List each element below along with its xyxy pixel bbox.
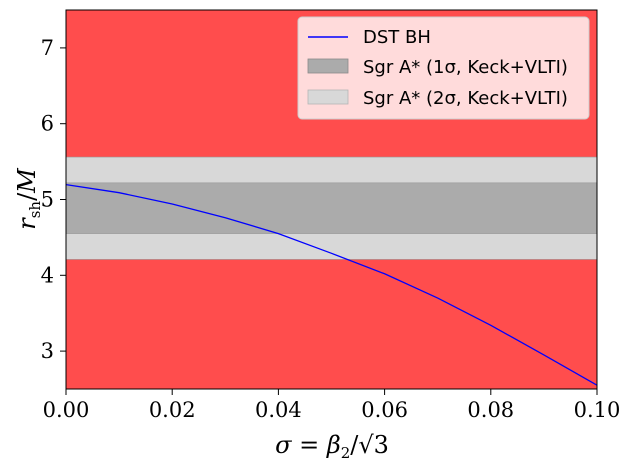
band-1sigma bbox=[66, 182, 597, 234]
x-tick-label: 0.02 bbox=[149, 398, 196, 422]
y-tick-label: 6 bbox=[41, 112, 54, 136]
y-tick-label: 4 bbox=[41, 263, 54, 287]
x-tick-label: 0.04 bbox=[255, 398, 302, 422]
x-tick-label: 0.00 bbox=[43, 398, 90, 422]
y-tick-label: 3 bbox=[41, 339, 54, 363]
y-axis-label: rsh/M bbox=[13, 167, 44, 230]
x-axis-label: σ = β2/√3 bbox=[275, 431, 389, 462]
legend-box bbox=[297, 16, 590, 120]
x-tick-label: 0.08 bbox=[467, 398, 514, 422]
y-tick-label: 7 bbox=[41, 36, 54, 60]
legend-label-1sigma: Sgr A* (1σ, Keck+VLTI) bbox=[363, 57, 568, 78]
series-line-dst-bh bbox=[66, 183, 597, 386]
legend: DST BH Sgr A* (1σ, Keck+VLTI) Sgr A* (2σ… bbox=[297, 16, 590, 120]
legend-swatch-1sigma bbox=[307, 58, 349, 74]
x-tick-label: 0.06 bbox=[361, 398, 408, 422]
y-tick-label: 5 bbox=[41, 188, 54, 212]
legend-label-dst-bh: DST BH bbox=[363, 27, 431, 48]
legend-label-2sigma: Sgr A* (2σ, Keck+VLTI) bbox=[363, 88, 568, 109]
x-tick-label: 0.10 bbox=[574, 398, 621, 422]
legend-swatch-2sigma bbox=[307, 89, 349, 105]
